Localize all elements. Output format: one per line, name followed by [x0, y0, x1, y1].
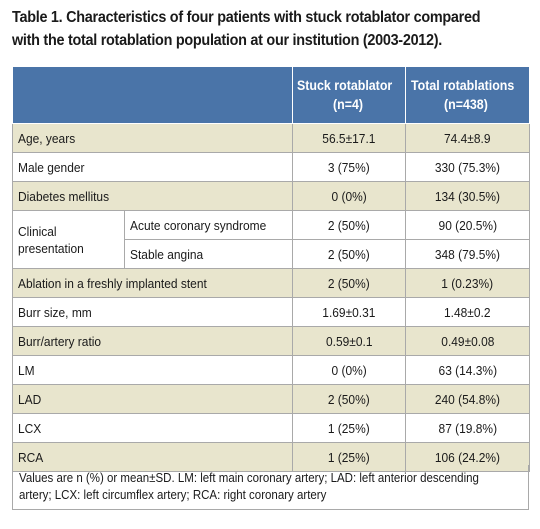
cell-stuck: 2 (50%)	[292, 384, 406, 414]
cell-total: 63 (14.3%)	[405, 355, 530, 385]
table-row: Burr/artery ratio 0.59±0.1 0.49±0.08	[12, 326, 530, 356]
header-total-rotablations: Total rotablations (n=438)	[405, 66, 530, 124]
cell-stuck: 0.59±0.1	[292, 326, 406, 356]
footnote-line-1: Values are n (%) or mean±SD. LM: left ma…	[19, 471, 479, 485]
cell-stuck: 1.69±0.31	[292, 297, 406, 327]
row-sublabel: Stable angina	[124, 239, 293, 269]
cell-total: 106 (24.2%)	[405, 442, 530, 472]
caption-line-2: with the total rotablation population at…	[12, 32, 443, 49]
row-label: Ablation in a freshly implanted stent	[12, 268, 293, 298]
row-label: Burr/artery ratio	[12, 326, 293, 356]
cell-total: 90 (20.5%)	[405, 210, 530, 240]
row-label: Diabetes mellitus	[12, 181, 293, 211]
cell-total: 134 (30.5%)	[405, 181, 530, 211]
footnote-line-2: artery; LCX: left circumflex artery; RCA…	[19, 488, 327, 502]
table-row: Diabetes mellitus 0 (0%) 134 (30.5%)	[12, 181, 530, 211]
header-blank-cell	[12, 66, 293, 124]
header-stuck-rotablator: Stuck rotablator (n=4)	[292, 66, 406, 124]
row-label: Burr size, mm	[12, 297, 293, 327]
table-row: Ablation in a freshly implanted stent 2 …	[12, 268, 530, 298]
cell-total: 240 (54.8%)	[405, 384, 530, 414]
table-header-row: Stuck rotablator (n=4) Total rotablation…	[12, 66, 530, 124]
cell-total: 1 (0.23%)	[405, 268, 530, 298]
table-footnote: Values are n (%) or mean±SD. LM: left ma…	[12, 465, 529, 510]
table-container: Stuck rotablator (n=4) Total rotablation…	[12, 66, 530, 472]
table-row: LCX 1 (25%) 87 (19.8%)	[12, 413, 530, 443]
group-label-clinical-presentation: Clinical presentation	[12, 210, 125, 269]
row-label: LCX	[12, 413, 293, 443]
table-row: LM 0 (0%) 63 (14.3%)	[12, 355, 530, 385]
table-row: Age, years 56.5±17.1 74.4±8.9	[12, 123, 530, 153]
row-sublabel: Acute coronary syndrome	[124, 210, 293, 240]
table-row: Stable angina 2 (50%) 348 (79.5%)	[13, 239, 530, 269]
table-row: LAD 2 (50%) 240 (54.8%)	[12, 384, 530, 414]
row-label: LAD	[12, 384, 293, 414]
cell-total: 348 (79.5%)	[405, 239, 530, 269]
table-row: RCA 1 (25%) 106 (24.2%)	[12, 442, 530, 472]
cell-total: 0.49±0.08	[405, 326, 530, 356]
cell-stuck: 2 (50%)	[292, 268, 406, 298]
cell-stuck: 56.5±17.1	[292, 123, 406, 153]
row-label: Age, years	[12, 123, 293, 153]
cell-stuck: 2 (50%)	[292, 210, 406, 240]
cell-stuck: 0 (0%)	[292, 355, 406, 385]
cell-total: 74.4±8.9	[405, 123, 530, 153]
cell-total: 1.48±0.2	[405, 297, 530, 327]
cell-total: 330 (75.3%)	[405, 152, 530, 182]
table-row: Male gender 3 (75%) 330 (75.3%)	[12, 152, 530, 182]
table-caption: Table 1. Characteristics of four patient…	[12, 6, 497, 52]
caption-line-1: Table 1. Characteristics of four patient…	[12, 9, 481, 26]
cell-total: 87 (19.8%)	[405, 413, 530, 443]
cell-stuck: 1 (25%)	[292, 413, 406, 443]
cell-stuck: 1 (25%)	[292, 442, 406, 472]
characteristics-table: Stuck rotablator (n=4) Total rotablation…	[12, 66, 530, 472]
cell-stuck: 3 (75%)	[292, 152, 406, 182]
row-label: Male gender	[12, 152, 293, 182]
cell-stuck: 2 (50%)	[292, 239, 406, 269]
row-label: RCA	[12, 442, 293, 472]
table-row: Clinical presentation Acute coronary syn…	[12, 210, 530, 269]
cell-stuck: 0 (0%)	[292, 181, 406, 211]
row-label: LM	[12, 355, 293, 385]
table-row: Burr size, mm 1.69±0.31 1.48±0.2	[12, 297, 530, 327]
